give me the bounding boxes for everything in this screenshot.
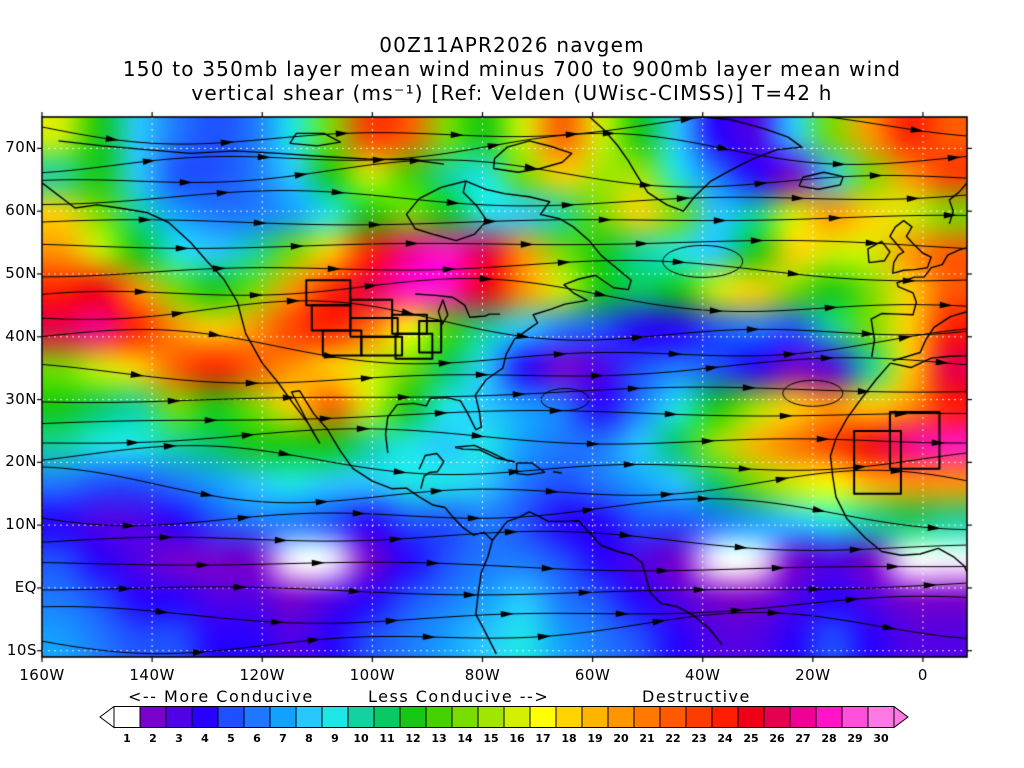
colorbar-svg: 1 2 3 4 5 6 7 8 9 10 11 12 13 14 15 16 17 18 19 20 21 22 23 24 2… (99, 705, 909, 745)
colorbar-cell (633, 706, 661, 728)
colorbar-cell (529, 706, 557, 728)
colorbar-cell (815, 706, 843, 728)
lon-tick-label: 60W (574, 666, 611, 684)
colorbar-left-arrow (99, 705, 115, 729)
colorbar-cell (711, 706, 739, 728)
colorbar-cell (425, 706, 453, 728)
colorbar-cell (295, 706, 323, 728)
colorbar-tick-label: 23 (691, 732, 706, 745)
lon-tick-label: 100W (349, 666, 396, 684)
colorbar-cell (555, 706, 583, 728)
colorbar-tick-label: 18 (561, 732, 576, 745)
lon-tick-label: 0 (917, 666, 928, 684)
colorbar-cell (399, 706, 427, 728)
lat-tick-label: 10N (5, 515, 37, 534)
lat-tick-label: 10S (6, 640, 37, 659)
colorbar-tick-label: 1 (123, 732, 131, 745)
colorbar-tick-label: 17 (535, 732, 550, 745)
title-line-3: vertical shear (ms⁻¹) [Ref: Velden (UWis… (191, 81, 833, 105)
colorbar-tick-label: 5 (227, 732, 235, 745)
colorbar-cell (685, 706, 713, 728)
colorbar-tick-label: 14 (457, 732, 473, 745)
lat-tick-label: EQ (14, 577, 37, 596)
colorbar-tick-label: 22 (665, 732, 680, 745)
colorbar-cell (243, 706, 271, 728)
lon-tick-label: 80W (464, 666, 501, 684)
legend-less-conducive: Less Conducive --> (368, 687, 550, 706)
colorbar-tick-label: 29 (847, 732, 862, 745)
colorbar-tick-label: 10 (353, 732, 369, 745)
colorbar-tick-label: 11 (379, 732, 394, 745)
lon-tick-label: 160W (19, 666, 65, 684)
lat-tick-label: 60N (5, 201, 37, 220)
colorbar-cell (347, 706, 375, 728)
lat-tick-label: 20N (5, 452, 37, 471)
legend-more-conducive: <-- More Conducive (128, 687, 314, 706)
lat-tick-label: 70N (5, 138, 37, 157)
colorbar-cell (269, 706, 297, 728)
colorbar-tick-label: 9 (331, 732, 339, 745)
lon-tick-label: 40W (684, 666, 721, 684)
colorbar-cell (581, 706, 609, 728)
colorbar-cell (737, 706, 765, 728)
colorbar-cell (113, 706, 141, 728)
lon-tick-label: 140W (129, 666, 175, 684)
colorbar-tick-label: 3 (175, 732, 183, 745)
colorbar-tick-label: 12 (405, 732, 420, 745)
lon-tick-label: 120W (239, 666, 285, 684)
lat-tick-label: 40N (5, 326, 37, 345)
colorbar-cell (139, 706, 167, 728)
colorbar-cell (191, 706, 219, 728)
colorbar-cell (321, 706, 349, 728)
colorbar-tick-label: 28 (821, 732, 836, 745)
colorbar-tick-label: 30 (873, 732, 889, 745)
colorbar-right-arrow (893, 705, 909, 729)
colorbar-tick-label: 27 (795, 732, 810, 745)
lat-tick-label: 30N (5, 389, 37, 408)
title-line-1: 00Z11APR2026 navgem (379, 33, 645, 57)
colorbar-tick-label: 24 (717, 732, 733, 745)
colorbar-tick-label: 26 (769, 732, 785, 745)
colorbar: 1 2 3 4 5 6 7 8 9 10 11 12 13 14 15 16 17 18 19 20 21 22 23 24 2… (99, 705, 911, 750)
colorbar-cell (763, 706, 791, 728)
colorbar-tick-label: 2 (149, 732, 157, 745)
colorbar-tick-label: 6 (253, 732, 261, 745)
colorbar-cell (607, 706, 635, 728)
colorbar-cell (867, 706, 895, 728)
colorbar-tick-label: 4 (201, 732, 209, 745)
colorbar-tick-label: 13 (431, 732, 446, 745)
colorbar-cell (503, 706, 531, 728)
colorbar-cell (451, 706, 479, 728)
colorbar-tick-label: 15 (483, 732, 498, 745)
colorbar-tick-label: 25 (743, 732, 758, 745)
title-line-2: 150 to 350mb layer mean wind minus 700 t… (122, 57, 902, 81)
colorbar-tick-label: 21 (639, 732, 654, 745)
colorbar-tick-label: 16 (509, 732, 525, 745)
colorbar-tick-label: 20 (613, 732, 629, 745)
colorbar-cell (477, 706, 505, 728)
colorbar-cell (841, 706, 869, 728)
colorbar-cell (165, 706, 193, 728)
colorbar-cell (789, 706, 817, 728)
colorbar-tick-label: 7 (279, 732, 287, 745)
lon-tick-label: 20W (795, 666, 831, 684)
legend-destructive: Destructive (642, 687, 751, 706)
lat-tick-label: 50N (5, 263, 37, 282)
colorbar-cell (217, 706, 245, 728)
colorbar-tick-label: 19 (587, 732, 602, 745)
chart-title: 00Z11APR2026 navgem 150 to 350mb layer m… (0, 33, 1024, 105)
colorbar-tick-label: 8 (305, 732, 313, 745)
colorbar-cell (659, 706, 687, 728)
shear-map-canvas (34, 109, 975, 665)
colorbar-cell (373, 706, 401, 728)
